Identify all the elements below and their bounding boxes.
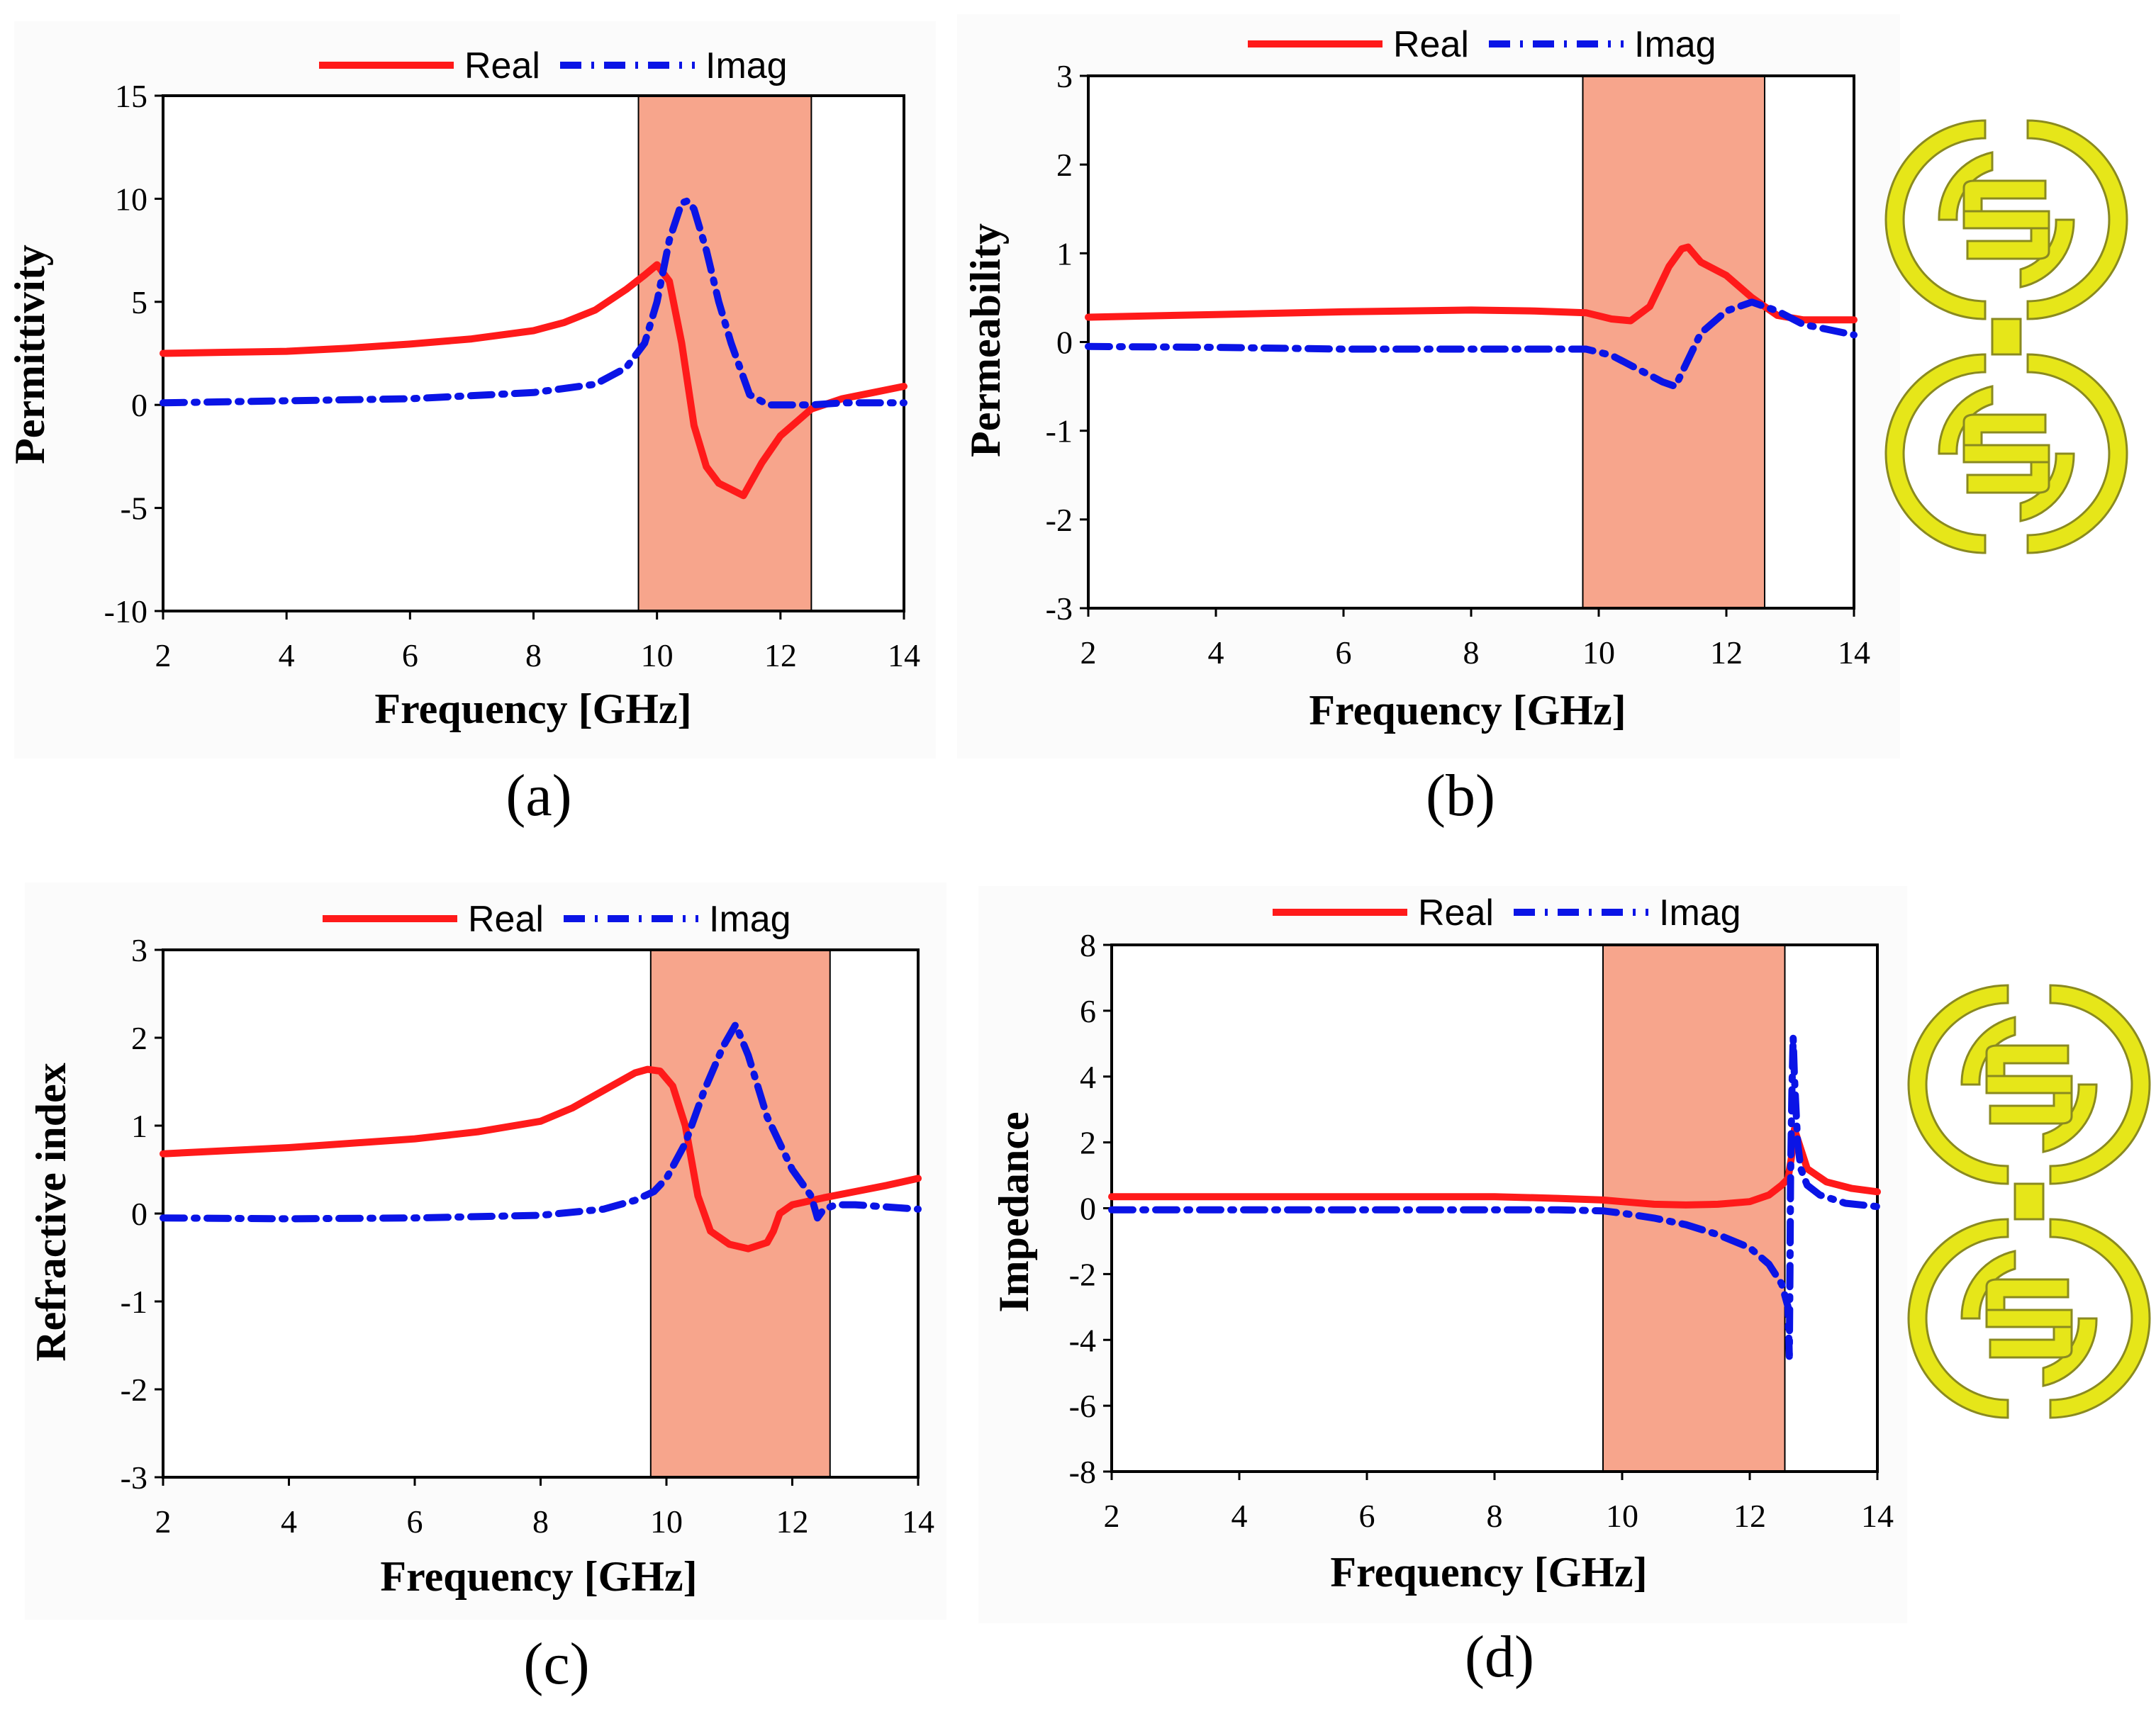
y-tick-label: 6	[1080, 993, 1096, 1029]
legend-label-real: Real	[1418, 892, 1494, 934]
y-tick-label: 2	[131, 1020, 147, 1056]
y-tick-label: 0	[131, 1196, 147, 1232]
y-tick-label: -5	[121, 491, 147, 527]
y-axis-label: Impedance	[990, 1111, 1037, 1312]
y-tick-label: -4	[1069, 1322, 1096, 1358]
y-tick-label: -3	[121, 1460, 147, 1496]
chart-panel-a: 2 4 6 8 10 12 14 15 10 5 0 -5 -10 Real Imag Frequency […	[6, 21, 936, 829]
x-axis-label: Frequency [GHz]	[1330, 1549, 1647, 1596]
x-tick-label: 8	[1487, 1498, 1503, 1534]
x-tick-label: 6	[402, 637, 418, 673]
y-tick-label: 2	[1080, 1125, 1096, 1161]
srr-unit-cell-icon	[1907, 984, 2151, 1419]
x-tick-label: 2	[1104, 1498, 1120, 1534]
series-line-real	[160, 1065, 922, 1253]
x-axis-label: Frequency [GHz]	[374, 685, 691, 732]
x-tick-label: 14	[888, 637, 920, 673]
x-tick-label: 12	[776, 1503, 809, 1540]
y-tick-label: 3	[1056, 58, 1073, 94]
legend: Real Imag	[323, 899, 791, 940]
legend: Real Imag	[319, 45, 788, 86]
y-tick-label: -10	[104, 593, 147, 629]
series-line-imag	[1085, 298, 1858, 391]
series-line-real	[1108, 1126, 1881, 1209]
x-tick-label: 8	[532, 1503, 549, 1540]
y-tick-label: 0	[1080, 1191, 1096, 1227]
y-tick-label: -3	[1046, 590, 1073, 627]
legend: Real Imag	[1273, 892, 1741, 934]
y-axis-label: Permeability	[962, 223, 1009, 457]
highlight-band	[1582, 75, 1765, 609]
x-tick-label: 6	[407, 1503, 423, 1540]
legend-label-real: Real	[464, 45, 540, 86]
y-tick-label: 10	[115, 181, 147, 217]
y-tick-label: -1	[121, 1284, 147, 1320]
x-tick-label: 12	[1710, 634, 1743, 671]
x-tick-label: 12	[764, 637, 797, 673]
x-tick-label: 8	[1463, 634, 1480, 671]
x-tick-label: 12	[1733, 1498, 1766, 1534]
y-tick-label: -2	[1046, 502, 1073, 538]
x-tick-label: 10	[1582, 634, 1615, 671]
series-line-imag	[160, 1021, 922, 1223]
y-tick-label: 1	[1056, 235, 1073, 271]
x-tick-label: 14	[1838, 634, 1870, 671]
x-tick-label: 10	[650, 1503, 683, 1540]
series-line-real	[160, 261, 907, 500]
x-tick-label: 6	[1359, 1498, 1375, 1534]
y-tick-label: -8	[1069, 1454, 1096, 1490]
x-tick-label: 2	[155, 1503, 172, 1540]
x-tick-label: 2	[155, 637, 172, 673]
highlight-band	[637, 95, 812, 612]
legend-label-real: Real	[468, 899, 544, 940]
y-tick-label: 0	[131, 387, 147, 423]
y-tick-label: 1	[131, 1108, 147, 1144]
panel-label: (b)	[1426, 763, 1495, 829]
legend-label-imag: Imag	[709, 899, 791, 940]
y-tick-label: 0	[1056, 325, 1073, 361]
series-line-imag	[160, 197, 907, 409]
panel-label: (d)	[1465, 1624, 1534, 1690]
legend: Real Imag	[1248, 24, 1716, 65]
legend-label-imag: Imag	[705, 45, 788, 86]
y-tick-label: 15	[115, 78, 147, 114]
highlight-band	[649, 949, 831, 1478]
x-axis-label: Frequency [GHz]	[380, 1553, 697, 1600]
x-tick-label: 8	[525, 637, 542, 673]
y-tick-label: -2	[121, 1372, 147, 1408]
x-tick-label: 4	[1231, 1498, 1248, 1534]
legend-label-imag: Imag	[1659, 892, 1741, 934]
y-tick-label: 2	[1056, 147, 1073, 183]
x-tick-label: 2	[1080, 634, 1097, 671]
x-tick-label: 4	[1208, 634, 1224, 671]
x-tick-label: 4	[279, 637, 295, 673]
legend-label-imag: Imag	[1634, 24, 1716, 65]
y-tick-label: -2	[1069, 1256, 1096, 1292]
legend-label-real: Real	[1393, 24, 1469, 65]
x-axis-label: Frequency [GHz]	[1309, 687, 1626, 734]
x-tick-label: 4	[281, 1503, 297, 1540]
y-tick-label: 8	[1080, 927, 1096, 963]
x-tick-label: 6	[1336, 634, 1352, 671]
y-axis-label: Permittivity	[6, 245, 53, 464]
y-tick-label: 5	[131, 284, 147, 320]
x-tick-label: 10	[1606, 1498, 1638, 1534]
series-line-imag	[1108, 1033, 1881, 1360]
x-tick-label: 10	[641, 637, 674, 673]
y-tick-label: 3	[131, 932, 147, 968]
chart-panel-d: 2 4 6 8 10 12 14 8 6 4 2 0 -2 -4 -6 -8 Real Imag Frequency…	[978, 886, 1907, 1690]
x-tick-label: 14	[1861, 1498, 1894, 1534]
y-tick-label: -6	[1069, 1388, 1096, 1424]
y-axis-label: Refractive index	[28, 1063, 74, 1362]
panel-label: (c)	[523, 1631, 589, 1697]
x-tick-label: 14	[902, 1503, 934, 1540]
y-tick-label: 4	[1080, 1059, 1096, 1095]
panel-label: (a)	[506, 763, 571, 829]
y-tick-label: -1	[1046, 413, 1073, 449]
srr-unit-cell-icon	[1884, 119, 2128, 554]
